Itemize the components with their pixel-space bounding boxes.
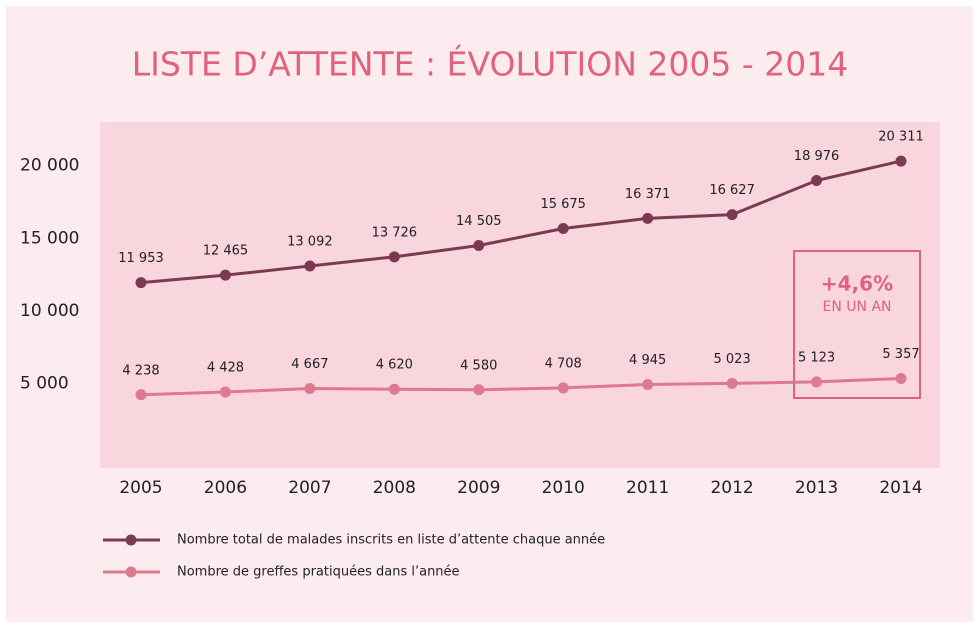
- data-point: [388, 251, 400, 263]
- data-point: [135, 277, 147, 289]
- data-point: [557, 382, 569, 394]
- data-label: 4 945: [629, 353, 666, 368]
- data-point: [642, 212, 654, 224]
- data-point: [726, 209, 738, 221]
- x-tick-label: 2006: [204, 478, 247, 498]
- legend-label: Nombre de greffes pratiquées dans l’anné…: [177, 565, 460, 580]
- x-tick-label: 2007: [288, 478, 331, 498]
- data-point: [219, 386, 231, 398]
- data-label: 4 238: [122, 363, 159, 378]
- data-point: [135, 389, 147, 401]
- y-tick-label: 15 000: [20, 228, 79, 248]
- data-point: [895, 155, 907, 167]
- legend-label: Nombre total de malades inscrits en list…: [177, 533, 605, 548]
- data-label: 16 371: [625, 187, 671, 202]
- series-line: [140, 376, 902, 397]
- data-point: [642, 378, 654, 390]
- data-label: 13 726: [372, 225, 418, 240]
- data-point: [811, 376, 823, 388]
- data-label: 4 580: [460, 358, 497, 373]
- data-label: 18 976: [794, 149, 840, 164]
- data-label: 4 620: [376, 358, 413, 373]
- data-point: [388, 383, 400, 395]
- y-tick-label: 10 000: [20, 301, 79, 321]
- data-point: [557, 222, 569, 234]
- data-label: 5 123: [798, 350, 835, 365]
- y-tick-label: 20 000: [20, 156, 79, 176]
- data-point: [304, 383, 316, 395]
- x-tick-label: 2008: [373, 478, 416, 498]
- y-tick-label: 5 000: [20, 374, 69, 394]
- x-tick-label: 2011: [626, 478, 669, 498]
- data-label: 5 023: [714, 352, 751, 367]
- data-point: [811, 175, 823, 187]
- data-label: 16 627: [709, 183, 755, 198]
- data-point: [895, 372, 907, 384]
- x-tick-label: 2012: [710, 478, 753, 498]
- data-label: 11 953: [118, 251, 164, 266]
- x-tick-label: 2010: [542, 478, 585, 498]
- data-label: 4 667: [291, 357, 328, 372]
- data-label: 4 428: [207, 360, 244, 375]
- plot-area: [100, 122, 940, 468]
- annotation-text: EN UN AN: [823, 299, 892, 315]
- x-tick-label: 2005: [119, 478, 162, 498]
- data-point: [726, 377, 738, 389]
- highlight-box: [793, 250, 921, 399]
- data-label: 13 092: [287, 235, 333, 250]
- data-point: [219, 269, 231, 281]
- x-tick-label: 2013: [795, 478, 838, 498]
- x-tick-label: 2014: [879, 478, 922, 498]
- data-point: [304, 260, 316, 272]
- annotation-value: +4,6%: [821, 272, 893, 296]
- data-label: 15 675: [540, 197, 586, 212]
- x-tick-label: 2009: [457, 478, 500, 498]
- legend-marker: [125, 566, 137, 578]
- legend-marker: [125, 534, 137, 546]
- data-label: 20 311: [878, 130, 924, 145]
- chart-title: LISTE D’ATTENTE : ÉVOLUTION 2005 - 2014: [132, 44, 848, 84]
- data-point: [473, 384, 485, 396]
- data-label: 14 505: [456, 214, 502, 229]
- data-label: 4 708: [545, 356, 582, 371]
- series-line: [140, 159, 902, 285]
- data-label: 5 357: [882, 347, 919, 362]
- data-point: [473, 239, 485, 251]
- data-label: 12 465: [203, 244, 249, 259]
